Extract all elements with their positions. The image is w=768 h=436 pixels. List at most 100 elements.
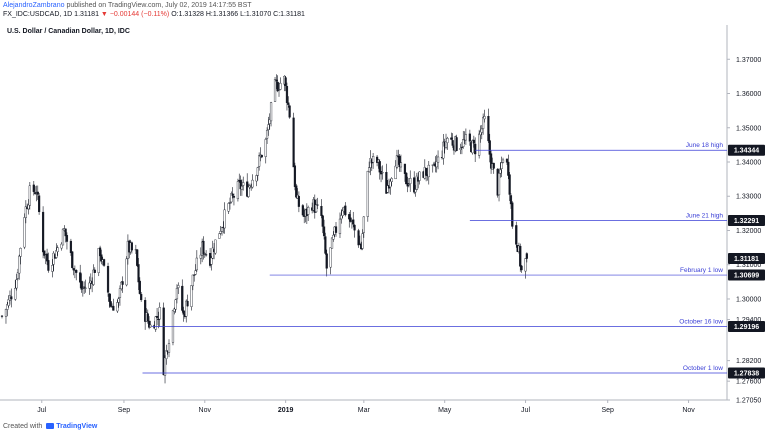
candle-body [27,204,30,210]
x-tick-label: Nov [199,407,212,414]
candle-body [277,89,281,91]
candle-body [146,313,149,322]
candle-body [65,235,69,242]
candle-body [398,155,401,168]
x-tick-label: Sep [118,407,131,414]
candle-body [332,234,335,240]
candle-body [285,86,289,103]
candle-body [61,229,65,246]
candle-body [242,182,245,186]
candle-body [162,307,165,376]
candle-body [468,133,471,142]
candle-body [295,185,298,198]
candle-body [399,162,403,168]
candle-body [154,316,157,330]
candle-body [375,156,379,163]
candle-body [451,140,454,146]
candle-body [186,300,189,307]
price-tag [728,321,765,333]
candle-body [98,247,102,257]
candle-body [275,79,278,82]
footer: Created with TradingView [3,423,97,430]
candle-body [264,139,267,157]
candle-body [489,153,493,169]
candle-body [258,155,261,167]
candle-body [23,217,26,248]
candle-body [240,185,243,190]
candle-body [130,242,133,251]
candle-body [352,219,355,225]
candle-body [321,215,324,227]
candle-body [0,315,4,317]
candle-body [144,300,147,322]
candle-body [357,230,360,246]
price-tag-label: 1.32291 [734,218,759,225]
candle-body [407,184,411,186]
candle-body [292,117,295,168]
candle-body [509,195,513,205]
candle-body [256,167,259,176]
level-label: June 18 high [686,142,724,149]
candle-body [482,117,485,129]
candle-body [265,130,269,139]
candle-body [138,280,141,294]
candle-body [69,240,73,254]
candle-body [340,214,343,220]
candle-body [487,116,490,142]
candle-body [450,137,453,140]
candle-body [75,270,78,273]
candle-body [163,357,167,376]
candle-body [435,161,438,168]
candle-body [190,285,193,307]
candle-body [18,255,21,274]
candle-body [279,82,282,90]
candle-body [71,251,74,269]
candle-body [45,253,49,262]
x-tick-label: Mar [358,407,371,414]
candle-body [403,163,407,174]
candle-body [112,305,115,311]
down-triangle-icon: ▼ [100,11,108,18]
candle-body [181,285,184,311]
candle-body [520,265,523,271]
candle-body [479,131,482,136]
candle-body [255,175,258,182]
candle-body [38,195,41,213]
candle-body [480,128,483,133]
candle-body [102,259,106,266]
candle-body [47,260,50,271]
candle-body [524,258,527,272]
candle-body [511,202,514,227]
candle-body [193,274,196,276]
candle-body [361,233,364,249]
candle-body [415,175,418,190]
candle-body [173,308,176,312]
tradingview-brand[interactable]: TradingView [56,423,98,430]
candle-body [525,253,528,259]
candle-body [199,254,202,259]
candle-body [390,178,393,182]
candle-body [307,207,310,215]
created-with-text: Created with [3,423,43,430]
candle-body [14,287,17,300]
candle-body [55,250,58,258]
candle-body [287,102,290,105]
price-tag-label: 1.34344 [734,148,759,155]
candle-body [315,204,318,213]
candle-body [362,216,365,233]
tradingview-logo-icon [46,423,55,430]
author-link[interactable]: AlejandroZambrano [3,2,65,9]
candle-body [36,191,39,195]
candle-body [158,307,161,320]
candle-body [472,139,475,144]
candle-body [195,257,198,271]
candle-body [267,124,270,130]
x-tick-label: Sep [601,407,614,414]
candle-body [175,287,179,300]
candle-body [117,298,120,303]
candle-body [273,79,277,102]
candle-body [80,280,83,290]
candle-body [334,226,338,233]
y-tick-label: 1.37000 [736,57,761,64]
